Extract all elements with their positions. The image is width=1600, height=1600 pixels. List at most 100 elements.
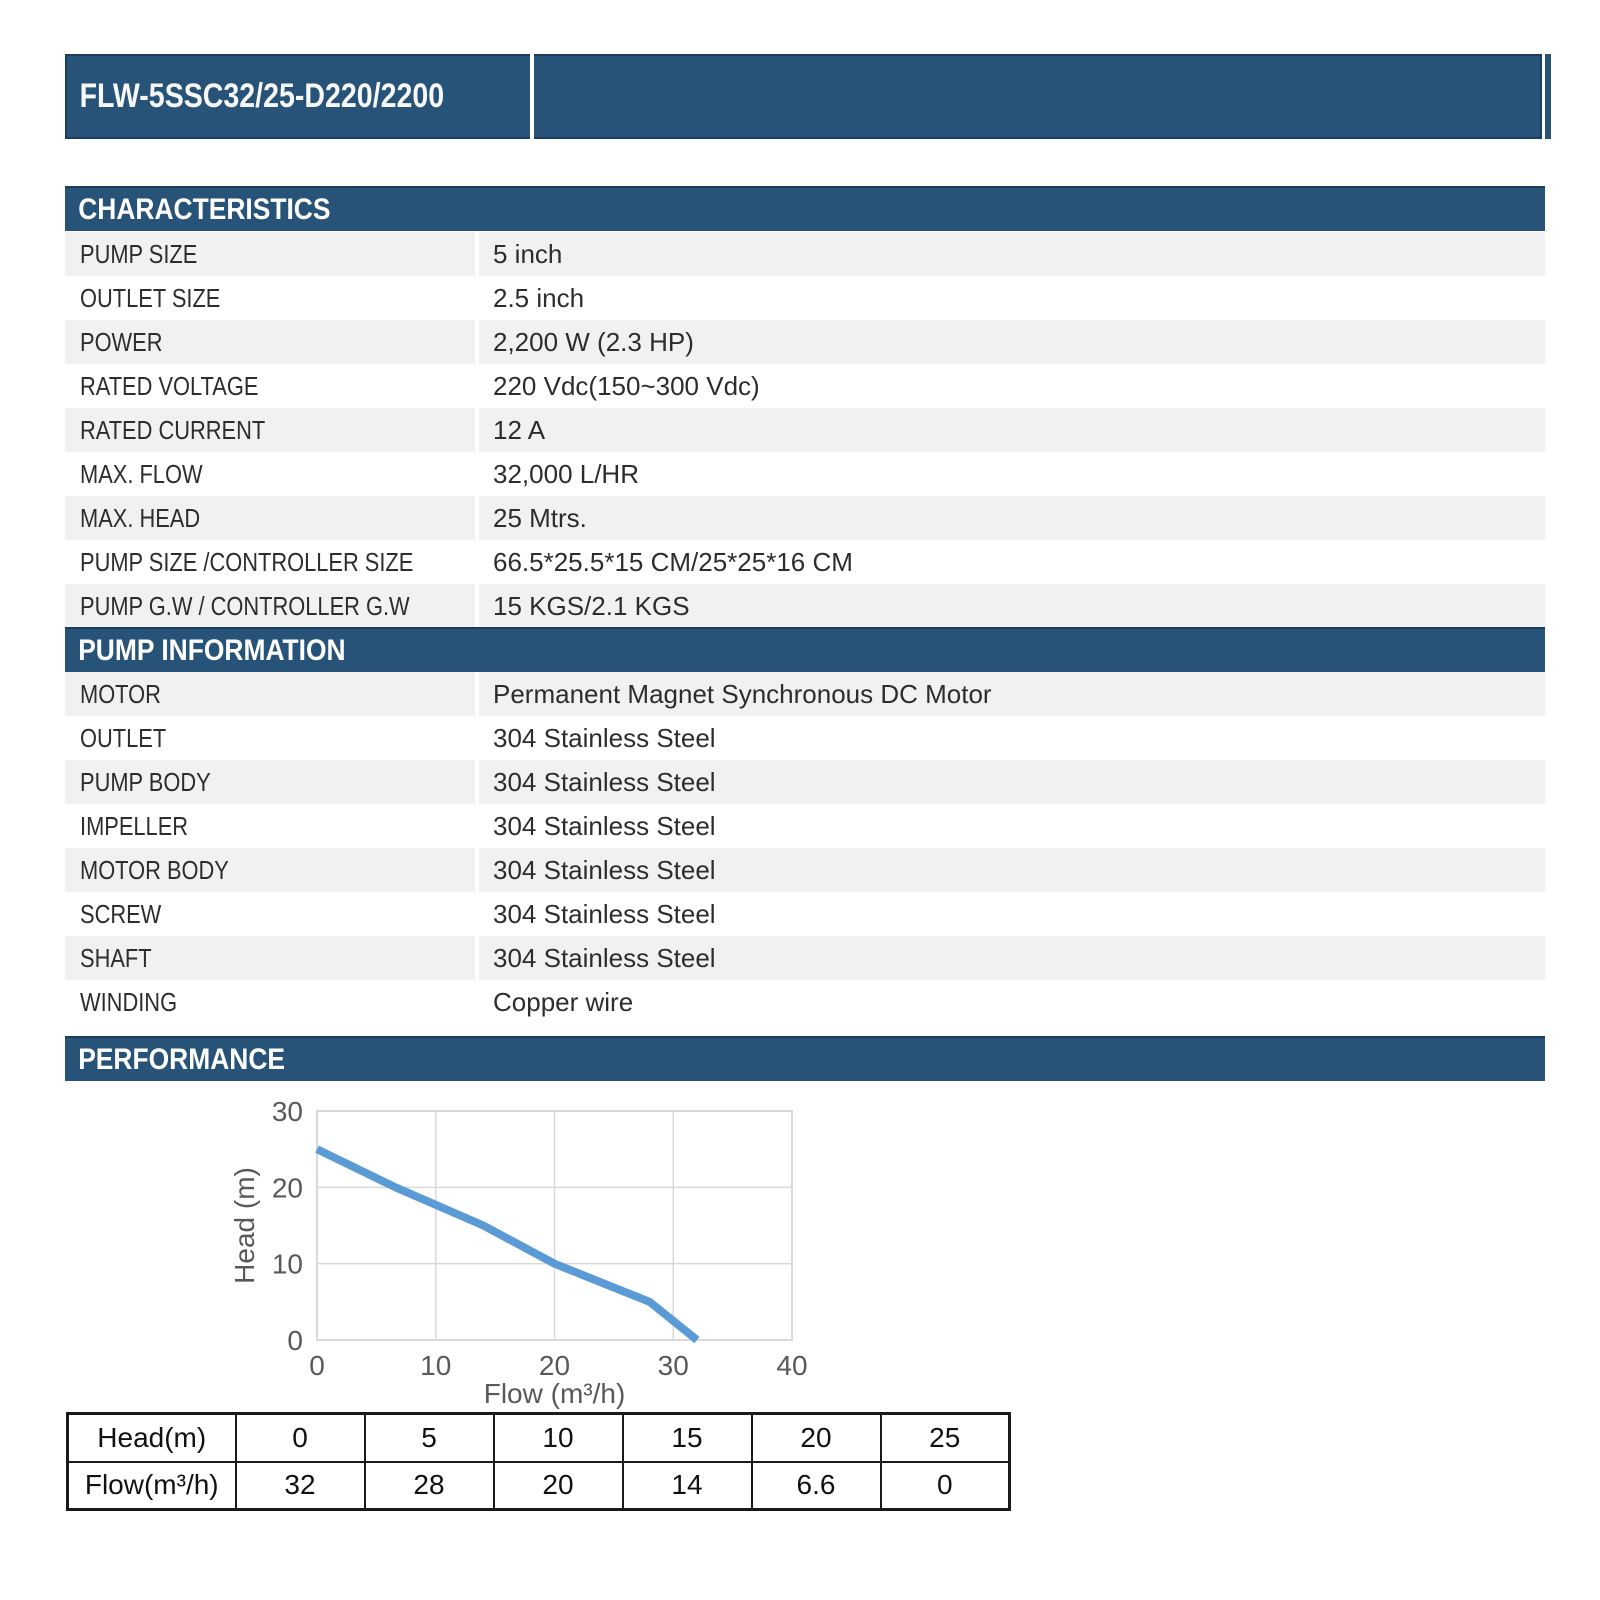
characteristic-label-text: MAX. HEAD [80, 502, 201, 533]
perf-value-cell: 15 [621, 1412, 753, 1463]
perf-value-cell: 0 [234, 1412, 366, 1463]
characteristics-section-title: CHARACTERISTICS [78, 192, 331, 226]
pump-info-value: Permanent Magnet Synchronous DC Motor [479, 672, 1545, 716]
y-tick-label: 30 [272, 1096, 303, 1127]
characteristic-value: 220 Vdc(150~300 Vdc) [493, 370, 760, 401]
x-tick-label: 30 [658, 1350, 689, 1381]
characteristic-label: PUMP SIZE [65, 232, 475, 276]
characteristic-value: 2,200 W (2.3 HP) [479, 320, 1545, 364]
perf-value-cell: 20 [750, 1412, 882, 1463]
pump-info-row: IMPELLER 304 Stainless Steel [65, 804, 1545, 848]
characteristic-label: MAX. FLOW [65, 452, 475, 496]
pump-info-label-text: SHAFT [80, 942, 152, 973]
characteristic-label: RATED CURRENT [65, 408, 475, 452]
y-axis-title: Head (m) [230, 1167, 260, 1284]
characteristic-row: OUTLET SIZE 2.5 inch [65, 276, 1545, 320]
pump-info-label: MOTOR BODY [65, 848, 475, 892]
characteristic-value: 25 Mtrs. [479, 496, 1545, 540]
y-tick-label: 10 [272, 1249, 303, 1280]
plot-border [316, 1110, 793, 1341]
perf-row-header: Head(m) [66, 1412, 237, 1463]
perf-value-cell: 0 [879, 1460, 1011, 1511]
characteristic-label-text: RATED VOLTAGE [80, 370, 259, 401]
characteristic-label-text: RATED CURRENT [80, 414, 266, 445]
pump-info-value: 304 Stainless Steel [493, 722, 716, 753]
characteristic-row: PUMP G.W / CONTROLLER G.W 15 KGS/2.1 KGS [65, 584, 1545, 628]
perf-value-cell: 10 [492, 1412, 624, 1463]
perf-value-cell: 6.6 [750, 1460, 882, 1511]
characteristic-value: 15 KGS/2.1 KGS [479, 584, 1545, 628]
title-bar-divider [530, 54, 534, 139]
characteristic-label-text: OUTLET SIZE [80, 282, 221, 313]
performance-data-table: Head(m) 0 5 10 15 20 25 Flow(m³/h) 32 28 20 14 6.6 0 [66, 1412, 1011, 1511]
pump-info-row: MOTOR Permanent Magnet Synchronous DC Mot… [65, 672, 1545, 716]
perf-table-row: Head(m) 0 5 10 15 20 25 [66, 1412, 1011, 1463]
characteristic-label-text: PUMP SIZE /CONTROLLER SIZE [80, 546, 414, 577]
title-bar: FLW-5SSC32/25-D220/2200 [65, 54, 1542, 139]
characteristics-table: PUMP SIZE 5 inch OUTLET SIZE 2.5 inch POWER 2… [65, 232, 1545, 628]
x-tick-label: 10 [420, 1350, 451, 1381]
characteristic-row: RATED VOLTAGE 220 Vdc(150~300 Vdc) [65, 364, 1545, 408]
pump-information-section-header: PUMP INFORMATION [65, 627, 1545, 672]
characteristic-label-text: PUMP G.W / CONTROLLER G.W [80, 590, 410, 621]
pump-info-value: 304 Stainless Steel [479, 848, 1545, 892]
pump-info-label: WINDING [65, 980, 475, 1024]
x-tick-label: 20 [539, 1350, 570, 1381]
pump-info-value: 304 Stainless Steel [493, 898, 716, 929]
characteristic-row: MAX. HEAD 25 Mtrs. [65, 496, 1545, 540]
pump-info-label: PUMP BODY [65, 760, 475, 804]
pump-info-label: OUTLET [65, 716, 475, 760]
pump-info-row: SHAFT 304 Stainless Steel [65, 936, 1545, 980]
characteristic-value: 2.5 inch [493, 282, 585, 313]
characteristic-label: PUMP SIZE /CONTROLLER SIZE [65, 540, 475, 584]
pump-info-value: 304 Stainless Steel [493, 810, 716, 841]
perf-value-cell: 5 [363, 1412, 495, 1463]
head-flow-table: Head(m) 0 5 10 15 20 25 Flow(m³/h) 32 28 20 14 6.6 0 [66, 1412, 1011, 1511]
pump-info-value: 304 Stainless Steel [479, 760, 1545, 804]
pump-info-row: SCREW 304 Stainless Steel [65, 892, 1545, 936]
pump-info-label: IMPELLER [65, 804, 475, 848]
characteristic-label: RATED VOLTAGE [65, 364, 475, 408]
perf-row-header: Flow(m³/h) [66, 1460, 237, 1511]
pump-information-section-title: PUMP INFORMATION [78, 633, 346, 667]
perf-value-cell: 32 [234, 1460, 366, 1511]
pump-info-label-text: MOTOR [80, 678, 161, 709]
pump-info-label-text: OUTLET [80, 722, 167, 753]
perf-value-cell: 14 [621, 1460, 753, 1511]
characteristic-row: PUMP SIZE /CONTROLLER SIZE 66.5*25.5*15 C… [65, 540, 1545, 584]
pump-info-label-text: WINDING [80, 986, 178, 1017]
pump-info-label: SHAFT [65, 936, 475, 980]
head-flow-curve [315, 1145, 700, 1344]
characteristic-value: 32,000 L/HR [493, 458, 639, 489]
pump-information-table: MOTOR Permanent Magnet Synchronous DC Mot… [65, 672, 1545, 1024]
pump-info-label: MOTOR [65, 672, 475, 716]
x-axis-title: Flow (m³/h) [484, 1378, 626, 1409]
characteristic-label: OUTLET SIZE [65, 276, 475, 320]
pump-info-label-text: IMPELLER [80, 810, 189, 841]
y-tick-label: 0 [287, 1325, 303, 1356]
model-number-title: FLW-5SSC32/25-D220/2200 [79, 77, 445, 115]
performance-section-title: PERFORMANCE [78, 1042, 286, 1076]
pump-info-label-text: SCREW [80, 898, 162, 929]
y-tick-label: 20 [272, 1172, 303, 1203]
pump-info-value: Copper wire [493, 986, 634, 1017]
pump-info-value: 304 Stainless Steel [479, 936, 1545, 980]
characteristic-value: 5 inch [479, 232, 1545, 276]
characteristic-label: MAX. HEAD [65, 496, 475, 540]
performance-section-header: PERFORMANCE [65, 1036, 1545, 1081]
pump-info-label-text: MOTOR BODY [80, 854, 229, 885]
perf-value-cell: 25 [879, 1412, 1011, 1463]
characteristic-row: PUMP SIZE 5 inch [65, 232, 1545, 276]
characteristic-value: 12 A [479, 408, 1545, 452]
characteristics-section-header: CHARACTERISTICS [65, 186, 1545, 231]
characteristic-row: POWER 2,200 W (2.3 HP) [65, 320, 1545, 364]
characteristic-value: 66.5*25.5*15 CM/25*25*16 CM [493, 546, 853, 577]
pump-info-label-text: PUMP BODY [80, 766, 211, 797]
perf-table-row: Flow(m³/h) 32 28 20 14 6.6 0 [66, 1460, 1011, 1511]
characteristic-label-text: POWER [80, 326, 163, 357]
characteristic-label: PUMP G.W / CONTROLLER G.W [65, 584, 475, 628]
x-tick-label: 0 [309, 1350, 325, 1381]
pump-info-row: MOTOR BODY 304 Stainless Steel [65, 848, 1545, 892]
characteristic-label-text: PUMP SIZE [80, 238, 198, 269]
